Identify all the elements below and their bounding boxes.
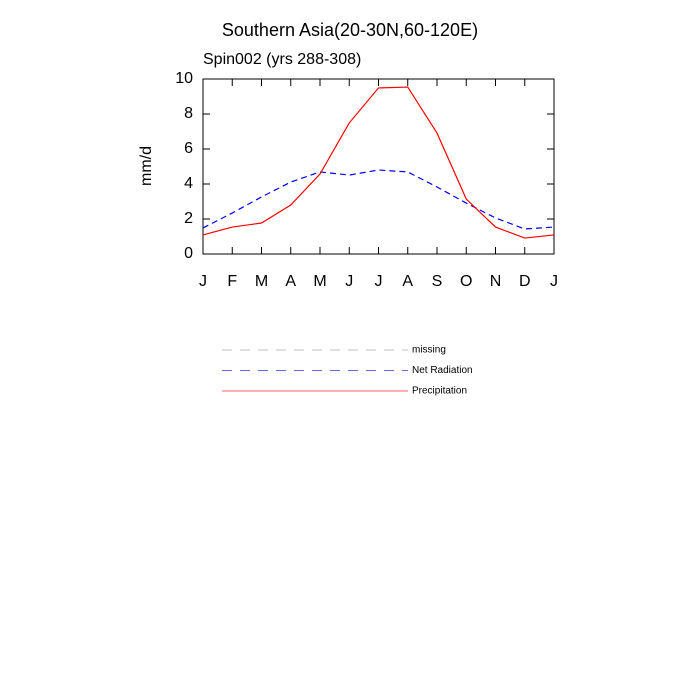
y-tick-label: 0: [184, 245, 193, 262]
y-tick-label: 2: [184, 210, 193, 227]
chart-title: Southern Asia(20-30N,60-120E): [222, 20, 478, 40]
plot-frame: [202, 78, 555, 255]
series-line: [202, 86, 555, 239]
y-tick-label: 8: [184, 105, 193, 122]
series-line: [202, 169, 555, 230]
legend-label: Precipitation: [412, 386, 467, 397]
chart-subtitle: Spin002 (yrs 288-308): [203, 51, 361, 68]
y-tick-label: 4: [184, 175, 193, 192]
x-tick-label: J: [550, 273, 558, 290]
legend-label: missing: [412, 345, 446, 356]
x-tick-label: J: [199, 273, 207, 290]
x-tick-label: A: [285, 273, 296, 290]
x-tick-label: M: [255, 273, 268, 290]
y-tick-label: 10: [175, 70, 193, 87]
x-tick-label: F: [227, 273, 237, 290]
y-axis-label: mm/d: [138, 146, 155, 186]
x-tick-label: M: [313, 273, 326, 290]
x-tick-label: N: [490, 273, 502, 290]
x-tick-label: D: [519, 273, 531, 290]
x-tick-label: J: [345, 273, 353, 290]
y-tick-label: 6: [184, 140, 193, 157]
x-tick-label: J: [375, 273, 383, 290]
legend-label: Net Radiation: [412, 365, 473, 376]
x-tick-label: O: [460, 273, 472, 290]
x-tick-label: A: [402, 273, 413, 290]
x-tick-label: S: [432, 273, 443, 290]
